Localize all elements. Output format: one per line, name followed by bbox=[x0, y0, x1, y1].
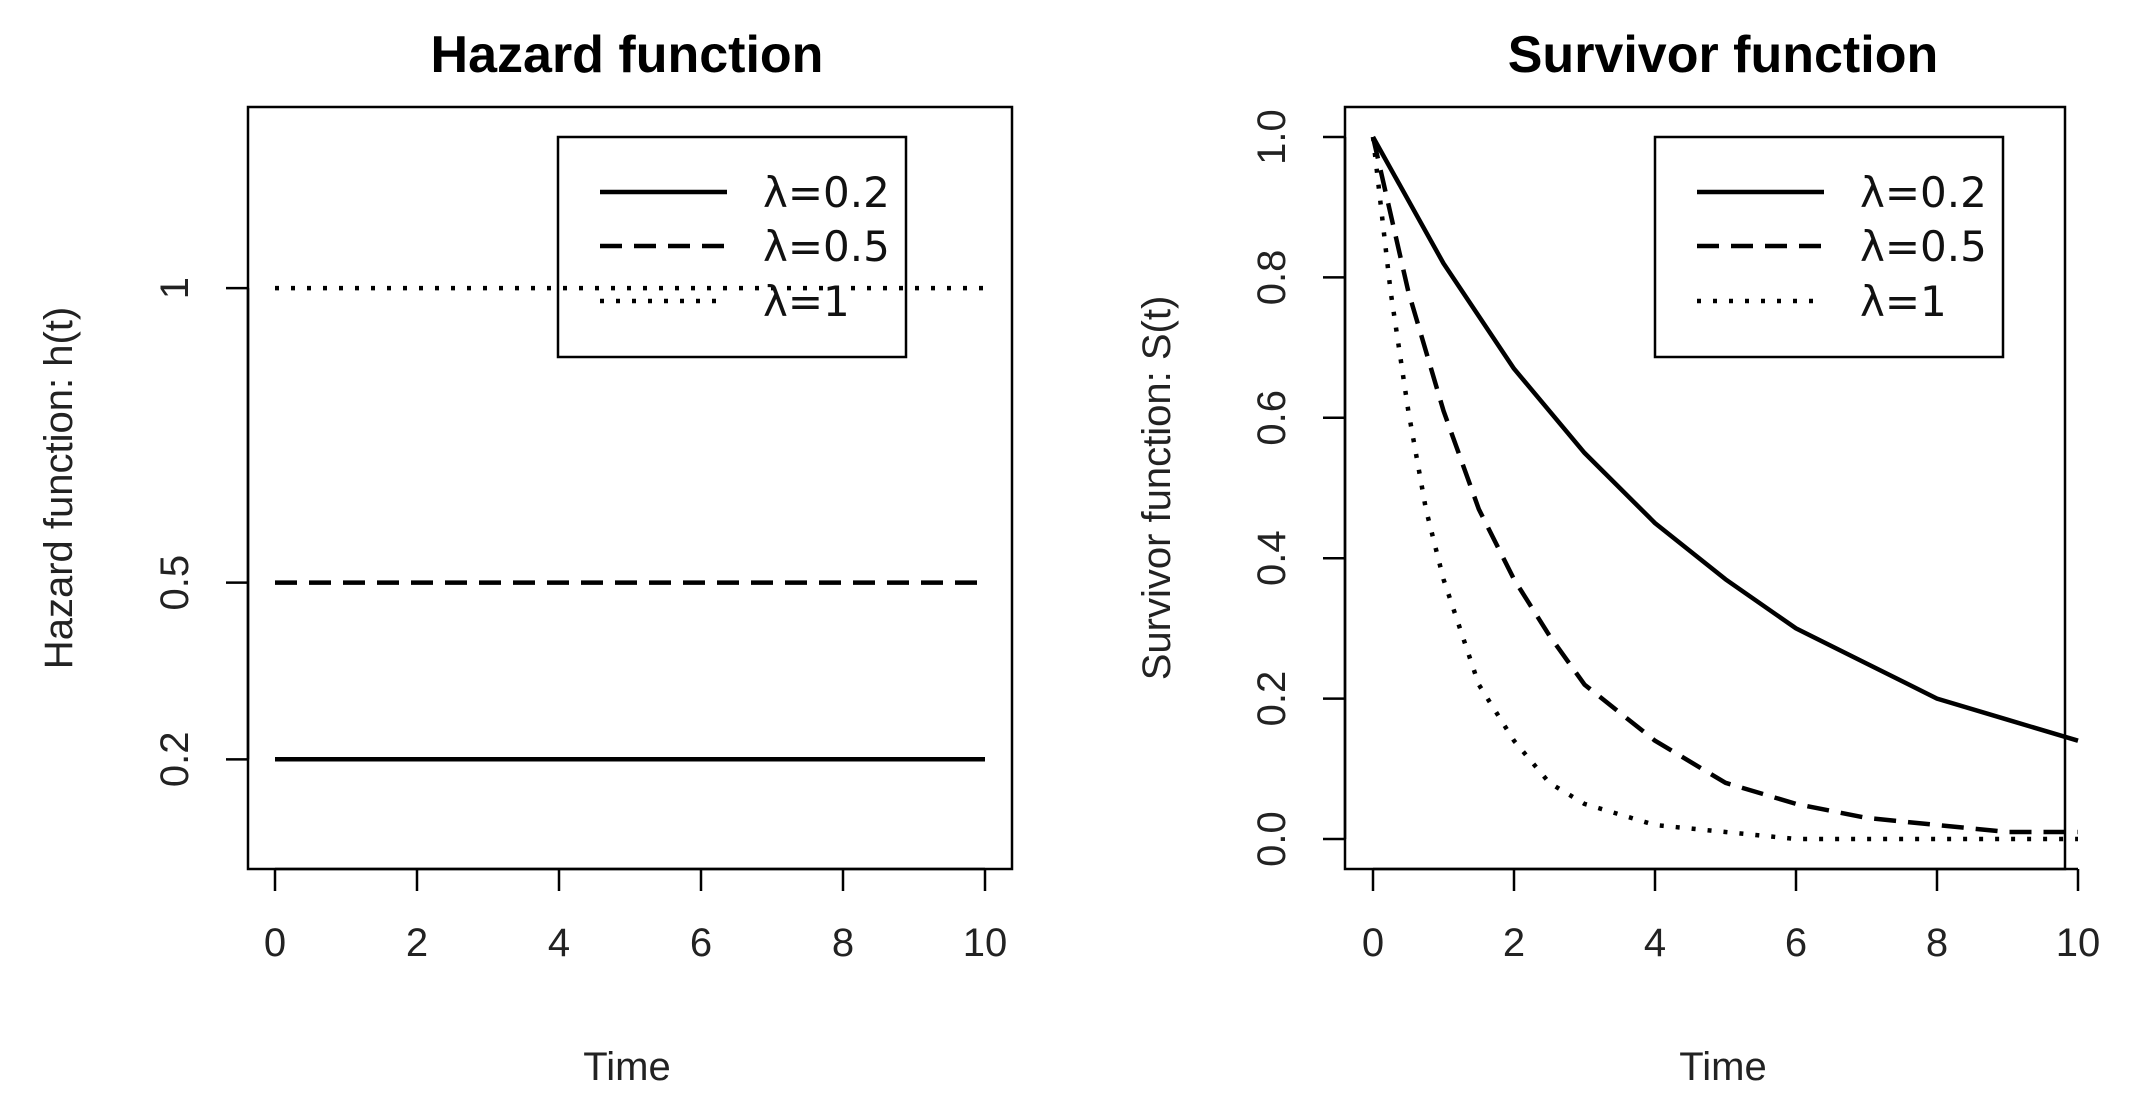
survivor-y-ticks: 0.0 0.2 0.4 0.6 0.8 1.0 bbox=[1250, 109, 1347, 867]
hazard-x-tick-label: 6 bbox=[690, 921, 712, 965]
survivor-x-tick-label: 6 bbox=[1785, 921, 1807, 965]
survivor-x-tick-label: 4 bbox=[1644, 921, 1666, 965]
survivor-y-tick-label: 0.2 bbox=[1250, 671, 1294, 727]
survivor-y-tick-label: 0.6 bbox=[1250, 390, 1294, 446]
survivor-legend: λ=0.2 λ=0.5 λ=1 bbox=[1653, 135, 2005, 359]
hazard-legend-label-2: λ=1 bbox=[763, 277, 850, 326]
survivor-y-tick-label: 0.4 bbox=[1250, 530, 1294, 586]
survivor-chart: Survivor function Time Survivor function… bbox=[1135, 26, 2100, 1089]
survivor-y-tick-label: 0.8 bbox=[1250, 250, 1294, 306]
hazard-plot-frame bbox=[246, 105, 1014, 871]
hazard-y-tick-label: 1 bbox=[153, 277, 197, 299]
survivor-legend-box bbox=[1653, 135, 2005, 359]
survivor-y-axis-label: Survivor function: S(t) bbox=[1135, 296, 1179, 681]
survivor-y-tick-label: 0.0 bbox=[1250, 811, 1294, 867]
survivor-series-line-0 bbox=[1371, 135, 2079, 743]
hazard-x-tick-label: 8 bbox=[832, 921, 854, 965]
survivor-chart-title: Survivor function bbox=[1508, 26, 1938, 84]
survivor-legend-label-0: λ=0.2 bbox=[1860, 168, 1987, 217]
hazard-x-tick-label: 4 bbox=[548, 921, 570, 965]
hazard-legend-label-0: λ=0.2 bbox=[763, 168, 890, 217]
survivor-x-tick-label: 10 bbox=[2056, 921, 2101, 965]
hazard-y-ticks: 0.2 0.5 1 bbox=[153, 277, 250, 788]
survivor-x-tick-label: 2 bbox=[1503, 921, 1525, 965]
hazard-y-tick-label: 0.2 bbox=[153, 732, 197, 788]
survivor-y-tick-label: 1.0 bbox=[1250, 109, 1294, 165]
hazard-legend: λ=0.2 λ=0.5 λ=1 bbox=[556, 135, 908, 359]
hazard-chart: Hazard function Time Hazard function: h(… bbox=[37, 26, 1014, 1089]
survivor-x-ticks: 0 2 4 6 8 10 bbox=[1362, 867, 2101, 965]
hazard-chart-title: Hazard function bbox=[431, 26, 824, 84]
hazard-legend-box bbox=[556, 135, 908, 359]
hazard-x-ticks: 0 2 4 6 8 10 bbox=[264, 867, 1008, 965]
hazard-y-axis-label: Hazard function: h(t) bbox=[37, 307, 81, 669]
hazard-x-tick-label: 2 bbox=[406, 921, 428, 965]
survivor-x-tick-label: 0 bbox=[1362, 921, 1384, 965]
survivor-legend-label-1: λ=0.5 bbox=[1860, 222, 1987, 271]
hazard-x-tick-label: 0 bbox=[264, 921, 286, 965]
hazard-y-tick-label: 0.5 bbox=[153, 555, 197, 611]
hazard-series-lines bbox=[275, 285, 985, 762]
survivor-series-lines bbox=[1370, 135, 2079, 842]
hazard-x-tick-label: 10 bbox=[963, 921, 1008, 965]
survivor-series-line-2 bbox=[1370, 136, 2078, 842]
survivor-x-tick-label: 8 bbox=[1926, 921, 1948, 965]
hazard-x-axis-label: Time bbox=[583, 1045, 670, 1089]
hazard-legend-label-1: λ=0.5 bbox=[763, 222, 890, 271]
survivor-series-line-1 bbox=[1370, 136, 2078, 835]
survivor-legend-label-2: λ=1 bbox=[1860, 277, 1947, 326]
survivor-x-axis-label: Time bbox=[1679, 1045, 1766, 1089]
